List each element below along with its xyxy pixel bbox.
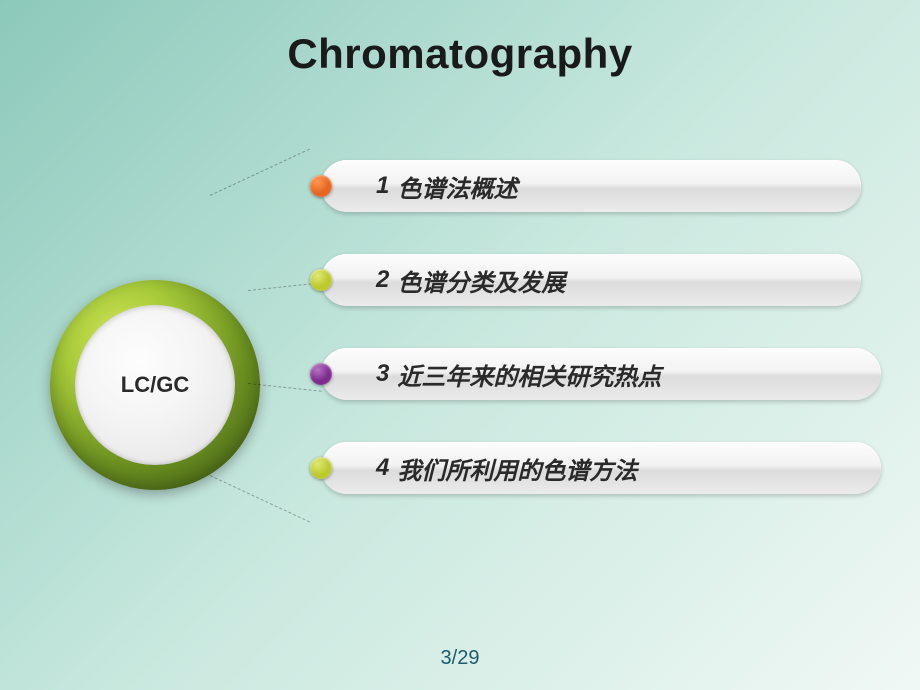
bullet-dot-icon: [310, 363, 332, 385]
toc-item-2: 2 色谱分类及发展: [310, 254, 881, 306]
toc-pill: 2 色谱分类及发展: [321, 254, 861, 306]
toc-items: 1 色谱法概述 2 色谱分类及发展 3 近三年来的相关研究热点 4 我们所利用的色谱方法: [310, 160, 881, 536]
toc-pill: 3 近三年来的相关研究热点: [321, 348, 881, 400]
toc-pill: 1 色谱法概述: [321, 160, 861, 212]
main-circle: LC/GC: [50, 280, 260, 490]
toc-item-3: 3 近三年来的相关研究热点: [310, 348, 881, 400]
page-number: 3/29: [441, 647, 480, 670]
toc-item-4: 4 我们所利用的色谱方法: [310, 442, 881, 494]
page-total: 29: [457, 647, 479, 669]
toc-item-label: 色谱分类及发展: [397, 263, 565, 298]
toc-item-label: 我们所利用的色谱方法: [397, 451, 637, 486]
page-current: 3: [441, 647, 452, 669]
toc-item-number: 2: [376, 266, 389, 294]
toc-pill: 4 我们所利用的色谱方法: [321, 442, 881, 494]
circle-face: LC/GC: [75, 305, 235, 465]
page-title: Chromatography: [287, 30, 632, 78]
connector-line: [210, 149, 310, 196]
bullet-dot-icon: [310, 457, 332, 479]
toc-item-label: 色谱法概述: [397, 169, 517, 204]
circle-label: LC/GC: [121, 372, 189, 398]
toc-item-number: 3: [376, 360, 389, 388]
toc-item-number: 1: [376, 172, 389, 200]
toc-item-number: 4: [376, 454, 389, 482]
toc-item-1: 1 色谱法概述: [310, 160, 881, 212]
bullet-dot-icon: [310, 175, 332, 197]
toc-item-label: 近三年来的相关研究热点: [397, 357, 661, 392]
bullet-dot-icon: [310, 269, 332, 291]
